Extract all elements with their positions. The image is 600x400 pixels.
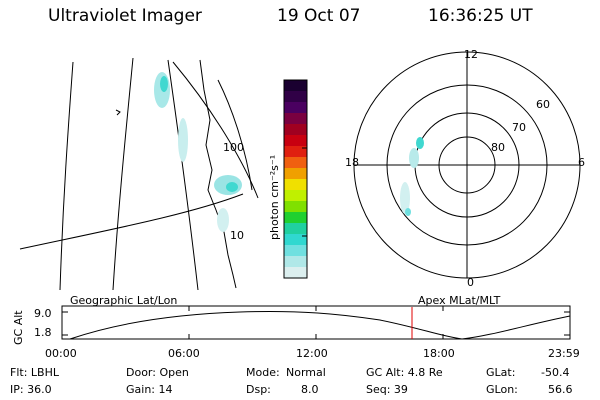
dsp-label: Dsp:	[246, 383, 271, 396]
apex-label: Apex MLat/MLT	[418, 294, 501, 307]
x-tick-0000: 00:00	[45, 347, 77, 360]
y-tick-1-8: 1.8	[34, 326, 52, 339]
x-tick-2359: 23:59	[548, 347, 580, 360]
aurora-emission	[400, 182, 410, 214]
grid-line	[19, 193, 244, 250]
ip-info: IP: 36.0	[10, 383, 52, 396]
x-tick-1200: 12:00	[296, 347, 328, 360]
colorbar-band	[284, 245, 307, 257]
colorbar	[283, 79, 308, 279]
seq-info: Seq: 39	[366, 383, 408, 396]
colorbar-band	[284, 267, 307, 279]
instrument-title: Ultraviolet Imager	[48, 6, 202, 26]
colorbar-band	[284, 212, 307, 224]
colorbar-band	[284, 201, 307, 213]
grid-line	[172, 61, 259, 199]
polar-plot	[353, 51, 581, 279]
x-tick-0600: 06:00	[168, 347, 200, 360]
timeline-plot	[61, 305, 571, 340]
colorbar-tick-100: 100	[223, 141, 244, 154]
glat-label: GLat:	[486, 366, 516, 379]
colorbar-band	[284, 146, 307, 158]
mlt-label-12: 12	[464, 48, 478, 61]
mlt-label-0: 0	[467, 276, 474, 289]
lat-label-70: 70	[512, 121, 526, 134]
dsp-value: 8.0	[301, 383, 319, 396]
aurora-emission	[178, 118, 188, 162]
geographic-map	[19, 57, 259, 290]
gc-alt-info: GC Alt: 4.8 Re	[366, 366, 443, 379]
aurora-emission	[409, 148, 419, 168]
mlt-label-18: 18	[345, 156, 359, 169]
x-tick-1800: 18:00	[423, 347, 455, 360]
lat-label-60: 60	[536, 98, 550, 111]
colorbar-band	[284, 113, 307, 125]
aurora-emission	[226, 182, 238, 192]
mode-value: Normal	[286, 366, 326, 379]
grid-line	[167, 59, 199, 290]
altitude-curve	[69, 310, 571, 340]
coastline	[217, 79, 253, 191]
coastline	[115, 109, 121, 116]
glon-value: 56.6	[548, 383, 573, 396]
colorbar-band	[284, 223, 307, 235]
grid-line	[59, 61, 74, 290]
geographic-label: Geographic Lat/Lon	[70, 294, 178, 307]
time-label: 16:36:25 UT	[428, 6, 533, 26]
colorbar-tick-10: 10	[230, 229, 244, 242]
mlt-label-6: 6	[578, 156, 585, 169]
colorbar-band	[284, 135, 307, 147]
timeline-axis-label: GC Alt	[12, 310, 25, 345]
glon-label: GLon:	[486, 383, 518, 396]
glat-value: -50.4	[541, 366, 570, 379]
mode-label: Mode:	[246, 366, 280, 379]
lat-label-80: 80	[491, 141, 505, 154]
colorbar-band	[284, 102, 307, 114]
y-tick-9: 9.0	[34, 307, 52, 320]
aurora-emission	[416, 137, 424, 149]
gain-info: Gain: 14	[126, 383, 173, 396]
colorbar-band	[284, 256, 307, 268]
colorbar-band	[284, 168, 307, 180]
door-info: Door: Open	[126, 366, 189, 379]
date-label: 19 Oct 07	[277, 6, 361, 26]
colorbar-band	[284, 157, 307, 169]
colorbar-band	[284, 190, 307, 202]
aurora-emission	[160, 76, 168, 92]
colorbar-band	[284, 179, 307, 191]
colorbar-band	[284, 124, 307, 136]
colorbar-unit-label: photon cm⁻²s⁻¹	[268, 154, 281, 240]
grid-line	[112, 57, 134, 290]
colorbar-band	[284, 80, 307, 92]
colorbar-band	[284, 234, 307, 246]
aurora-emission	[405, 208, 411, 216]
aurora-emission	[217, 208, 229, 232]
filter-info: Flt: LBHL	[10, 366, 59, 379]
coastline	[199, 59, 237, 289]
colorbar-band	[284, 91, 307, 103]
